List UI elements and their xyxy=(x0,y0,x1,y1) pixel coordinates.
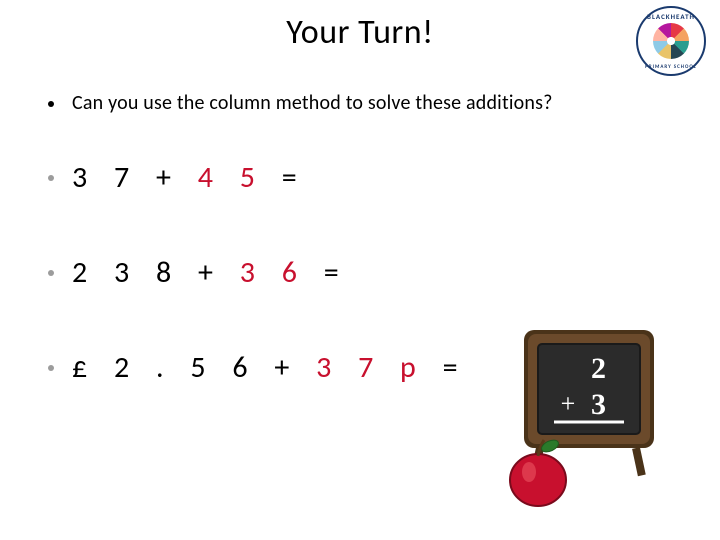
bullet-icon xyxy=(48,101,54,107)
chalkboard-image: 2 3 + xyxy=(496,322,676,512)
eqn-left: 2 3 8 xyxy=(72,254,181,291)
bullet-icon xyxy=(48,175,54,181)
question-2: 2 3 8 + 3 6 = xyxy=(48,254,672,291)
eqn-equals: = xyxy=(282,159,307,196)
eqn-op: + xyxy=(274,349,299,386)
school-logo: BLACKHEATH PRIMARY SCHOOL xyxy=(636,6,706,76)
logo-burst-icon xyxy=(653,23,689,59)
instruction-row: Can you use the column method to solve t… xyxy=(48,91,672,115)
logo-bottom-text: PRIMARY SCHOOL xyxy=(645,64,697,70)
page-title: Your Turn! xyxy=(0,0,720,53)
eqn-left: 3 7 xyxy=(72,159,139,196)
logo-top-text: BLACKHEATH xyxy=(647,12,695,21)
eqn-right: 3 6 xyxy=(240,254,307,291)
bullet-icon xyxy=(48,365,54,371)
eqn-right: 3 7 p xyxy=(316,349,426,386)
eqn-op: + xyxy=(156,159,181,196)
instruction-text: Can you use the column method to solve t… xyxy=(72,91,553,115)
svg-text:3: 3 xyxy=(591,388,606,421)
equation-2: 2 3 8 + 3 6 = xyxy=(72,254,349,291)
svg-text:+: + xyxy=(561,389,576,418)
bullet-icon xyxy=(48,270,54,276)
eqn-left: £ 2 . 5 6 xyxy=(72,349,258,386)
equation-3: £ 2 . 5 6 + 3 7 p = xyxy=(72,349,468,386)
svg-text:2: 2 xyxy=(591,352,606,385)
eqn-equals: = xyxy=(324,254,349,291)
eqn-op: + xyxy=(198,254,223,291)
equation-1: 3 7 + 4 5 = xyxy=(72,159,307,196)
question-1: 3 7 + 4 5 = xyxy=(48,159,672,196)
eqn-equals: = xyxy=(443,349,468,386)
eqn-right: 4 5 xyxy=(198,159,265,196)
